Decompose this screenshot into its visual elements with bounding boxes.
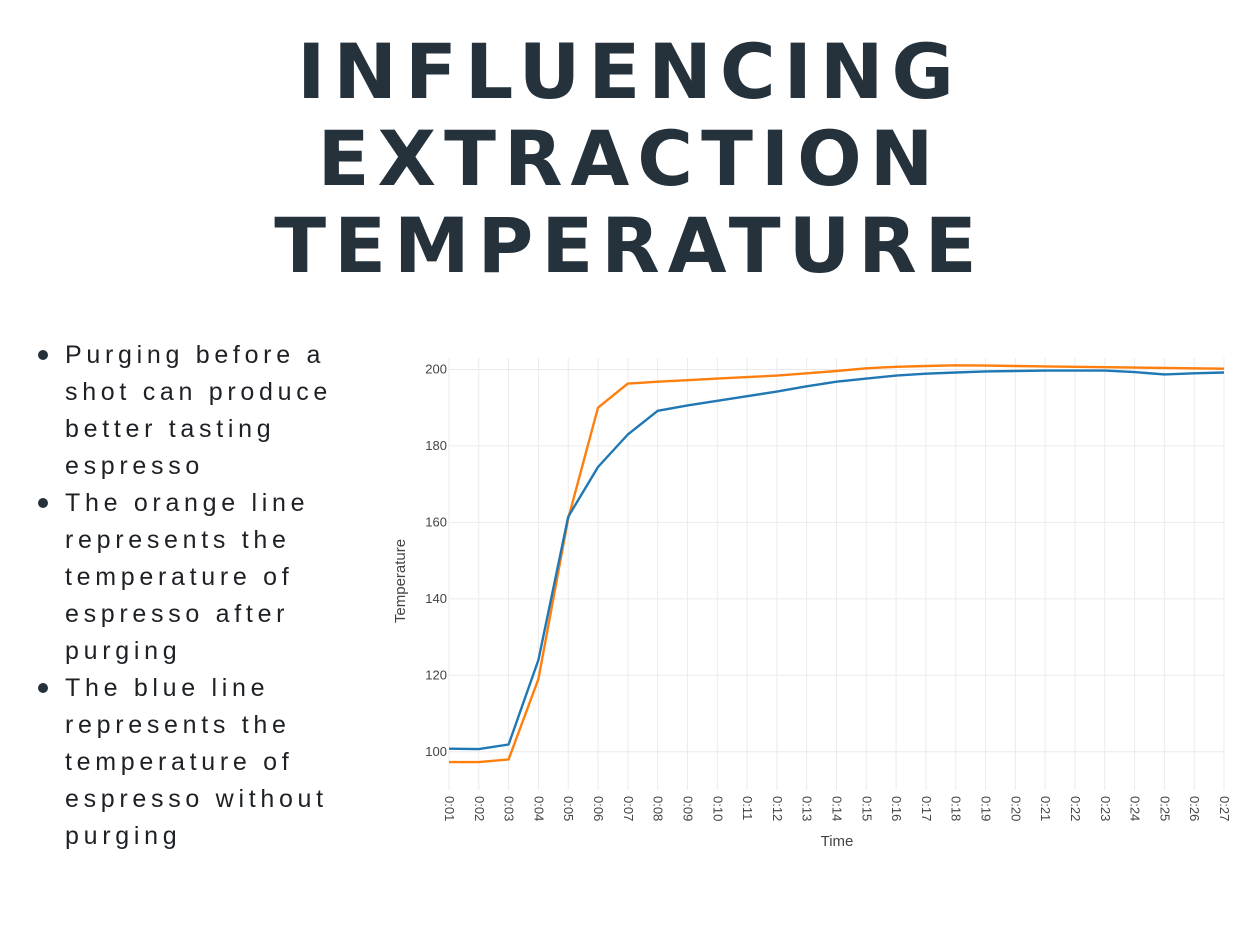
x-tick-label: 0:02 [472, 796, 487, 821]
bullet-item: The blue line represents the temperature… [38, 670, 378, 855]
y-axis-title: Temperature [392, 539, 409, 623]
x-tick-label: 0:04 [531, 796, 546, 821]
x-tick-label: 0:01 [442, 796, 457, 821]
x-tick-label: 0:22 [1068, 796, 1083, 821]
x-tick-label: 0:23 [1098, 796, 1113, 821]
y-tick-label: 160 [425, 514, 447, 529]
page-title: INFLUENCING EXTRACTION TEMPERATURE [0, 28, 1259, 289]
x-tick-label: 0:06 [591, 796, 606, 821]
x-tick-label: 0:19 [979, 796, 994, 821]
title-line-3: TEMPERATURE [274, 201, 985, 290]
x-tick-label: 0:03 [502, 796, 517, 821]
x-axis-title: Time [821, 833, 854, 850]
x-tick-label: 0:11 [740, 796, 755, 820]
x-tick-label: 0:17 [919, 796, 934, 821]
orange-series-line [449, 364, 1225, 764]
x-tick-label: 0:05 [561, 796, 576, 821]
chart-lines [448, 364, 1225, 764]
x-tick-label: 0:13 [800, 796, 815, 821]
x-tick-label: 0:10 [710, 796, 725, 821]
bullet-dot-icon [38, 498, 48, 508]
x-tick-label: 0:15 [859, 796, 874, 821]
y-tick-label: 120 [425, 667, 447, 682]
bullet-list: Purging before a shot can produce better… [38, 337, 378, 855]
y-tick-label: 100 [425, 744, 447, 759]
x-axis-ticks: 0:01 0:02 0:03 0:04 0:05 0:06 0:07 0:08 0:09 0:10… [442, 796, 1232, 821]
bullet-dot-icon [38, 350, 48, 360]
x-tick-label: 0:21 [1038, 796, 1053, 821]
bullet-dot-icon [38, 683, 48, 693]
bullet-item: The orange line represents the temperatu… [38, 485, 378, 670]
y-axis-ticks: 100 120 140 160 180 200 [425, 361, 447, 758]
title-line-1: INFLUENCING [297, 27, 962, 116]
blue-series-line [448, 369, 1225, 751]
bullet-text: Purging before a shot can produce better… [65, 341, 332, 480]
x-tick-label: 0:14 [830, 796, 845, 821]
y-tick-label: 140 [425, 591, 447, 606]
x-tick-label: 0:27 [1217, 796, 1232, 821]
x-tick-label: 0:07 [621, 796, 636, 821]
bullet-text: The orange line represents the temperatu… [65, 489, 310, 665]
y-tick-label: 200 [425, 361, 447, 376]
x-tick-label: 0:09 [680, 796, 695, 821]
x-tick-label: 0:25 [1157, 796, 1172, 821]
chart-grid [448, 358, 1225, 790]
x-tick-label: 0:26 [1187, 796, 1202, 821]
bullet-item: Purging before a shot can produce better… [38, 337, 378, 485]
title-line-2: EXTRACTION [317, 114, 942, 203]
x-tick-label: 0:24 [1128, 796, 1143, 821]
x-tick-label: 0:16 [889, 796, 904, 821]
x-tick-label: 0:08 [651, 796, 666, 821]
x-tick-label: 0:20 [1008, 796, 1023, 821]
bullet-text: The blue line represents the temperature… [65, 674, 328, 850]
x-tick-label: 0:18 [949, 796, 964, 821]
x-tick-label: 0:12 [770, 796, 785, 821]
y-tick-label: 180 [425, 438, 447, 453]
